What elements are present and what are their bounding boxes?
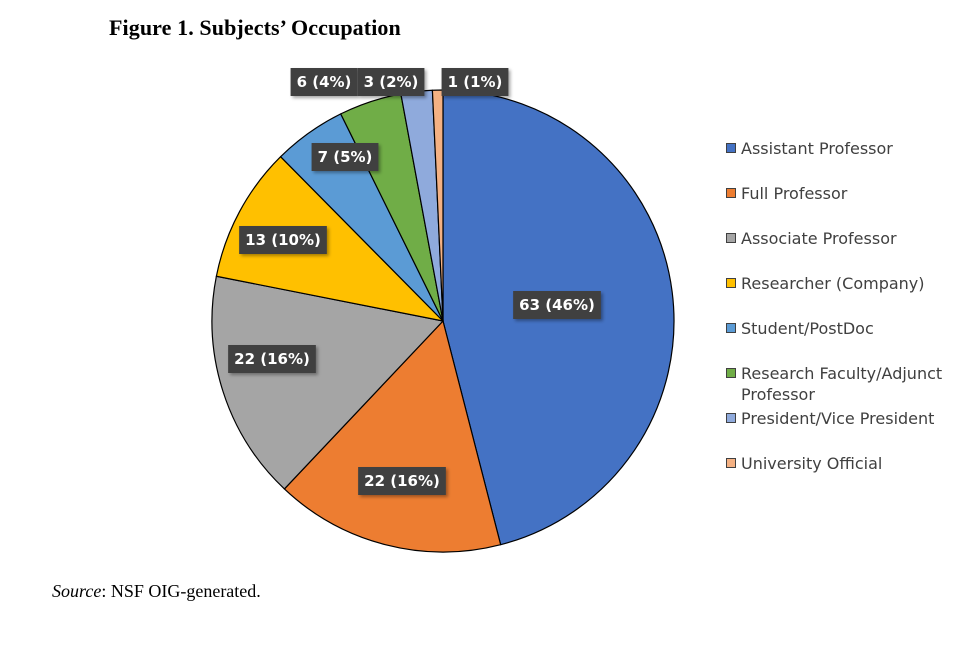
data-label-president-vice-president: 3 (2%) <box>357 68 425 96</box>
legend-swatch <box>726 368 736 378</box>
data-label-text: 22 (16%) <box>364 472 440 490</box>
data-labels: 63 (46%) 22 (16%) 22 (16%) 13 (10%) 7 (5%) 6 … <box>228 68 601 495</box>
legend-swatch <box>726 458 736 468</box>
data-label-box <box>228 345 316 373</box>
legend-item-assistant-professor: Assistant Professor <box>726 138 956 159</box>
data-label-associate-professor: 22 (16%) <box>228 345 316 373</box>
legend-swatch <box>726 413 736 423</box>
data-label-box <box>311 143 379 171</box>
data-label-text: 13 (10%) <box>245 231 321 249</box>
data-label-box <box>513 291 601 319</box>
data-label-box <box>239 226 327 254</box>
legend-label: Student/PostDoc <box>741 319 874 338</box>
source-text: : NSF OIG-generated. <box>101 581 261 601</box>
legend-label: Researcher (Company) <box>741 274 925 293</box>
data-label-student-postdoc: 7 (5%) <box>311 143 379 171</box>
data-label-university-official: 1 (1%) <box>441 68 509 96</box>
legend-swatch <box>726 323 736 333</box>
legend-swatch <box>726 188 736 198</box>
data-label-text: 6 (4%) <box>297 73 352 91</box>
pie-slice-researcher-company <box>215 156 444 322</box>
source-note: Source: NSF OIG-generated. <box>52 581 261 602</box>
data-label-box <box>357 68 425 96</box>
data-label-box <box>358 467 446 495</box>
legend-item-president-vice-president: President/Vice President <box>726 408 956 429</box>
data-label-box <box>290 68 358 96</box>
legend-label: Full Professor <box>741 184 848 203</box>
data-label-researcher-company: 13 (10%) <box>239 226 327 254</box>
data-label-research-faculty-adjunct-professor: 6 (4%) <box>290 68 358 96</box>
data-label-box <box>441 68 509 96</box>
data-label-text: 63 (46%) <box>519 296 595 314</box>
data-label-assistant-professor: 63 (46%) <box>513 291 601 319</box>
legend-label: President/Vice President <box>741 409 935 428</box>
legend-swatch <box>726 278 736 288</box>
pie-slice-full-professor <box>283 320 502 553</box>
legend-label: Assistant Professor <box>741 139 893 158</box>
legend-label: Research Faculty/Adjunct Professor <box>741 364 943 404</box>
data-label-text: 7 (5%) <box>318 148 373 166</box>
legend-label: Associate Professor <box>741 229 897 248</box>
data-label-text: 22 (16%) <box>234 350 310 368</box>
legend-item-full-professor: Full Professor <box>726 183 956 204</box>
legend-item-student-postdoc: Student/PostDoc <box>726 318 956 339</box>
legend-item-researcher-company: Researcher (Company) <box>726 273 956 294</box>
legend-item-university-official: University Official <box>726 453 956 474</box>
source-label: Source <box>52 581 102 601</box>
legend-item-associate-professor: Associate Professor <box>726 228 956 249</box>
pie-slice-associate-professor <box>211 275 444 490</box>
data-label-full-professor: 22 (16%) <box>358 467 446 495</box>
legend-item-research-faculty-adjunct-professor: Research Faculty/Adjunct Professor <box>726 363 956 405</box>
chart-title: Figure 1. Subjects’ Occupation <box>109 15 401 40</box>
data-label-text: 1 (1%) <box>448 73 503 91</box>
legend-label: University Official <box>741 454 883 473</box>
data-label-text: 3 (2%) <box>364 73 419 91</box>
legend-swatch <box>726 143 736 153</box>
legend-swatch <box>726 233 736 243</box>
